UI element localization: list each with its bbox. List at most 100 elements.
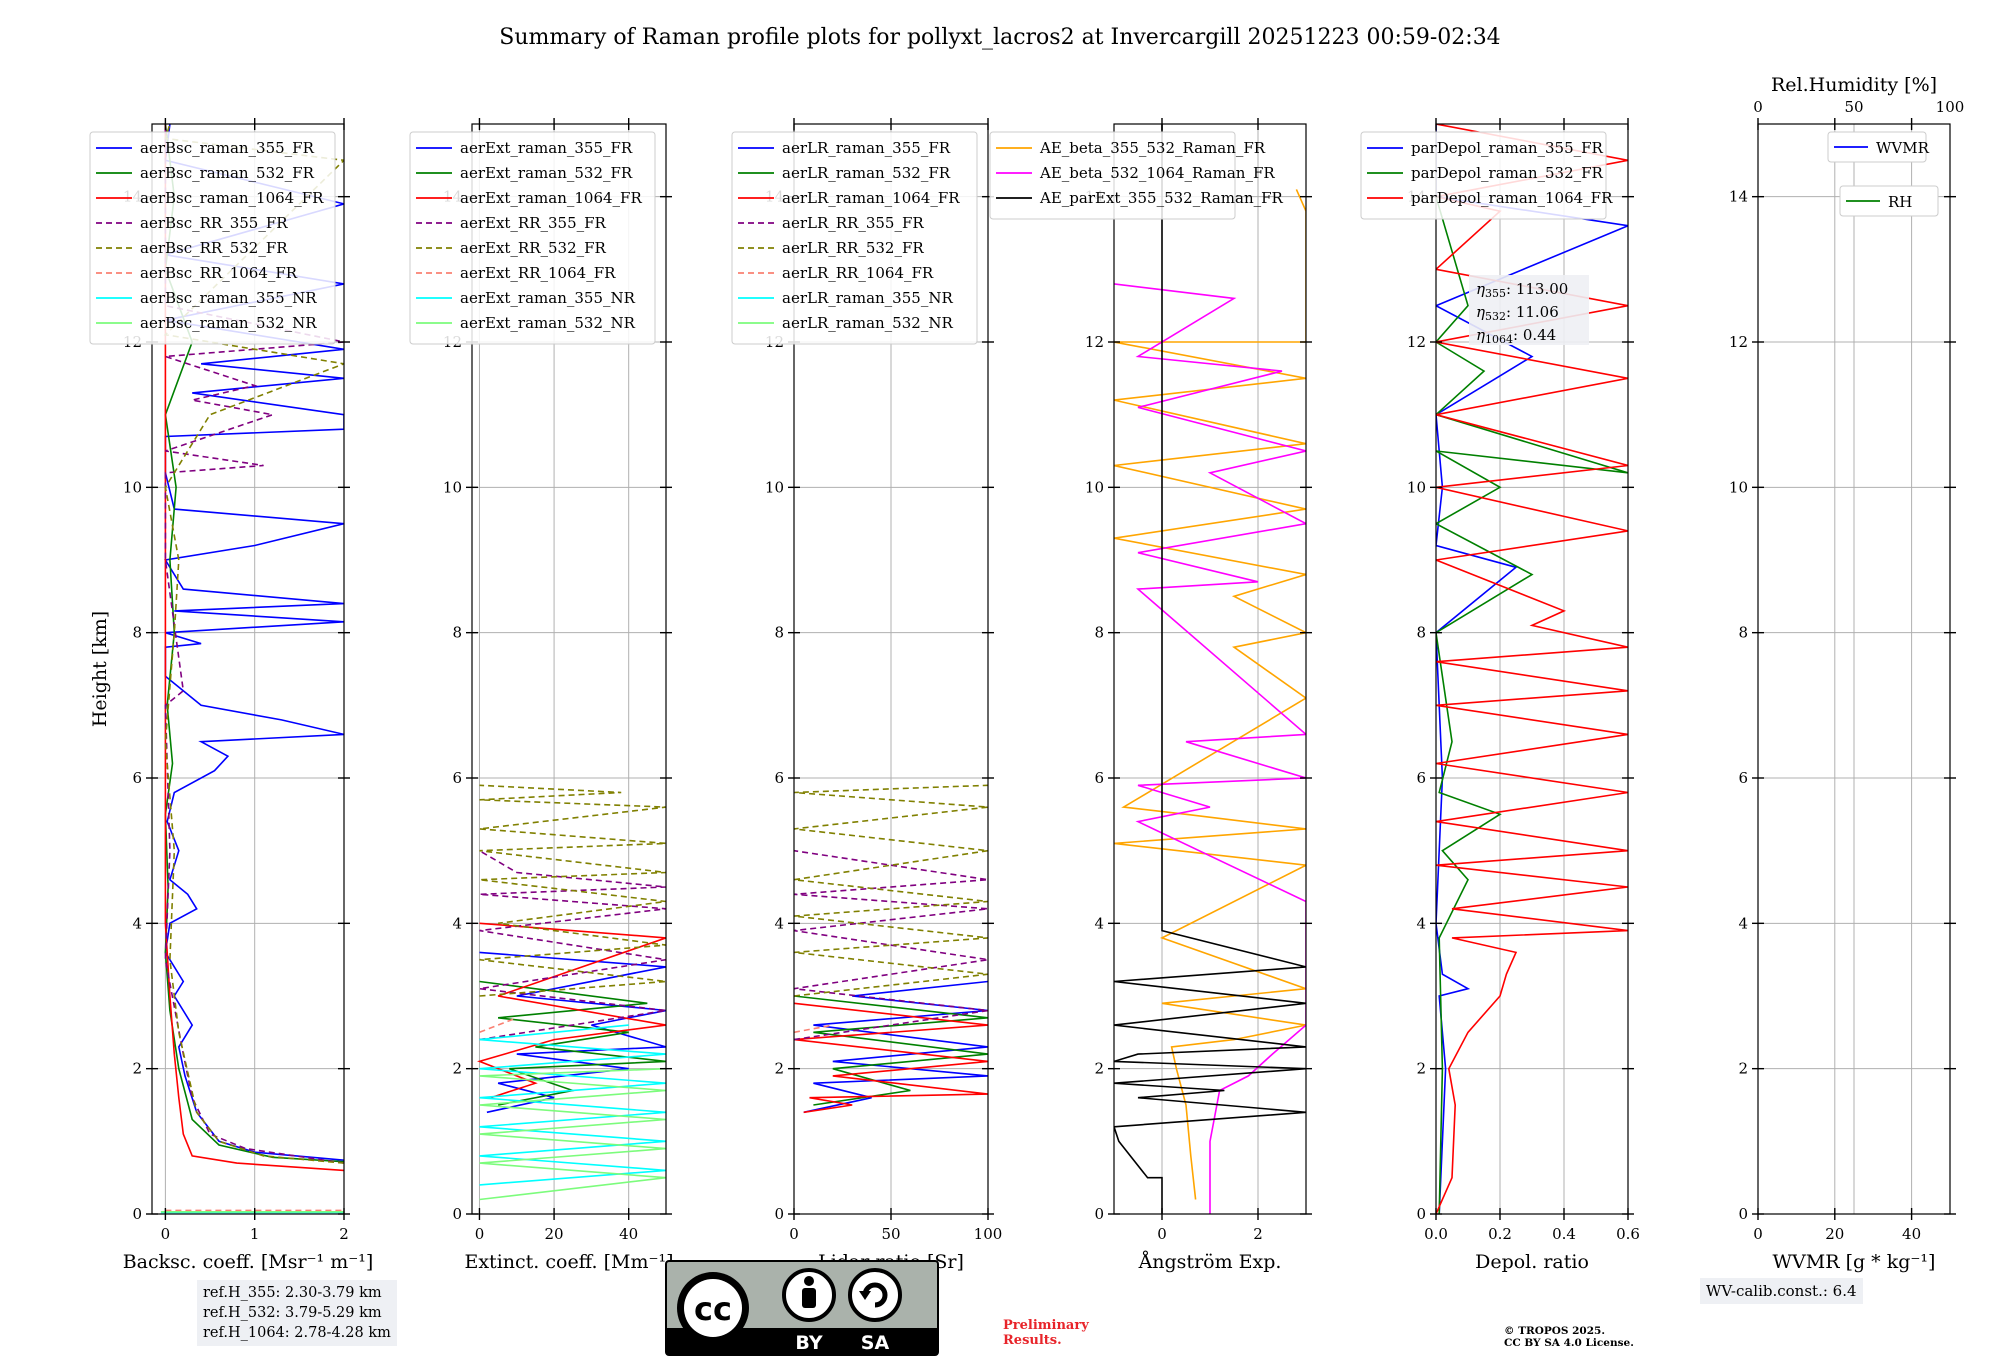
x-tick-label: 100 xyxy=(974,1225,1003,1243)
cc-sa-label: SA xyxy=(861,1332,890,1354)
y-tick-label: 4 xyxy=(774,914,784,932)
x-tick-label: 20 xyxy=(545,1225,564,1243)
y-tick-label: 8 xyxy=(132,624,142,642)
series-aerExt_raman_355_FR xyxy=(479,951,666,1114)
cc-by-sa-badge: cc BY SA xyxy=(665,1260,939,1356)
y-tick-label: 6 xyxy=(452,769,462,787)
x-tick-label: 0.6 xyxy=(1616,1225,1640,1243)
y-tick-label: 8 xyxy=(1738,624,1748,642)
y-tick-label: 0 xyxy=(452,1205,462,1223)
top-x-tick-label: 0 xyxy=(1753,98,1763,116)
series-parDepol_raman_1064_FR xyxy=(1436,124,1628,1214)
legend-label: AE_parExt_355_532_Raman_FR xyxy=(1039,189,1284,207)
series-aerExt_RR_1064_FR xyxy=(479,1017,518,1034)
top-x-label: Rel.Humidity [%] xyxy=(1771,74,1937,96)
series-aerBsc_RR_532_FR xyxy=(163,124,344,1164)
cc-by-label: BY xyxy=(795,1332,822,1354)
eta-1064: η1064: 0.44 xyxy=(1476,326,1556,346)
legend: parDepol_raman_355_FR parDepol_raman_532_… xyxy=(1360,131,1613,220)
legend-label: aerBsc_raman_1064_FR xyxy=(140,189,324,207)
legend-box xyxy=(1360,131,1607,220)
axes-frame xyxy=(471,123,667,1215)
y-tick-label: 10 xyxy=(1085,478,1104,496)
x-axis-label: Depol. ratio xyxy=(1475,1251,1589,1273)
y-tick-label: 6 xyxy=(774,769,784,787)
cc-logo-text: cc xyxy=(694,1290,732,1328)
y-tick-label: 10 xyxy=(1729,478,1748,496)
y-tick-label: 6 xyxy=(1094,769,1104,787)
y-tick-label: 2 xyxy=(1738,1060,1748,1078)
legend-box xyxy=(1839,185,1939,217)
legend: AE_beta_355_532_Raman_FR AE_beta_532_1064… xyxy=(989,131,1284,220)
y-tick-label: 10 xyxy=(443,478,462,496)
y-tick-label: 12 xyxy=(1407,333,1426,351)
series-group xyxy=(1114,124,1306,1214)
y-tick-label: 2 xyxy=(452,1060,462,1078)
y-tick-label: 4 xyxy=(1094,914,1104,932)
x-tick-label: 20 xyxy=(1825,1225,1844,1243)
ref-height-532: ref.H_532: 3.79-5.29 km xyxy=(203,1305,382,1321)
legend-label: parDepol_raman_355_FR xyxy=(1411,139,1604,157)
axes-frame xyxy=(151,123,345,1215)
y-tick-label: 6 xyxy=(1416,769,1426,787)
y-tick-label: 2 xyxy=(132,1060,142,1078)
top-x-tick-label: 50 xyxy=(1844,98,1863,116)
legend-label: aerLR_raman_532_NR xyxy=(782,314,953,332)
y-tick-label: 12 xyxy=(1729,333,1748,351)
legend-label: aerExt_raman_355_FR xyxy=(460,139,633,157)
x-tick-label: 0 xyxy=(475,1225,485,1243)
ref-height-1064: ref.H_1064: 2.78-4.28 km xyxy=(203,1325,391,1341)
y-tick-label: 2 xyxy=(774,1060,784,1078)
x-axis-label: Extinct. coeff. [Mm⁻¹] xyxy=(464,1251,673,1273)
series-parDepol_raman_532_FR xyxy=(1436,196,1628,1214)
legend-label: aerExt_RR_532_FR xyxy=(460,239,607,257)
copyright-line-1: © TROPOS 2025. xyxy=(1504,1325,1606,1337)
panel-wv: 0 2 4 6 8 10 12 14 0 20 40 0 50 100 Rel.Humidity [%] WV… xyxy=(1729,74,1964,1273)
x-tick-label: 0 xyxy=(161,1225,171,1243)
y-tick-label: 6 xyxy=(1738,769,1748,787)
reference-height-box: ref.H_355: 2.30-3.79 km ref.H_532: 3.79-… xyxy=(197,1280,397,1346)
series-aerBsc_RR_355_FR xyxy=(164,124,344,1164)
x-tick-label: 40 xyxy=(619,1225,638,1243)
y-axis-label: Height [km] xyxy=(89,611,111,727)
x-tick-label: 0.0 xyxy=(1424,1225,1448,1243)
legend-label: AE_beta_532_1064_Raman_FR xyxy=(1039,164,1275,182)
by-attribution-icon xyxy=(782,1268,836,1322)
legend-label: aerLR_RR_532_FR xyxy=(782,239,924,257)
x-tick-label: 0 xyxy=(1157,1225,1167,1243)
series-aerLR_RR_1064_FR xyxy=(794,1024,833,1034)
y-tick-label: 0 xyxy=(132,1205,142,1223)
x-tick-label: 40 xyxy=(1902,1225,1921,1243)
series-aerLR_RR_532_FR xyxy=(794,784,988,997)
y-tick-label: 4 xyxy=(1416,914,1426,932)
y-tick-label: 0 xyxy=(774,1205,784,1223)
series-aerExt_RR_355_FR xyxy=(479,850,666,1041)
axes-frame xyxy=(1113,123,1307,1215)
y-tick-label: 4 xyxy=(132,914,142,932)
x-axis-label: WVMR [g * kg⁻¹] xyxy=(1773,1251,1936,1273)
x-tick-label: 2 xyxy=(1253,1225,1263,1243)
y-tick-label: 14 xyxy=(1729,188,1748,206)
legend-box xyxy=(989,131,1236,220)
series-group xyxy=(1436,124,1628,1214)
legend-box xyxy=(1827,131,1927,163)
legend-label: aerLR_RR_355_FR xyxy=(782,214,924,232)
y-tick-label: 10 xyxy=(123,478,142,496)
x-axis-label: Backsc. coeff. [Msr⁻¹ m⁻¹] xyxy=(123,1251,374,1273)
panel-ext: 0246810121402040Extinct. coeff. [Mm⁻¹]ae… xyxy=(409,118,674,1273)
legend-label: parDepol_raman_532_FR xyxy=(1411,164,1604,182)
series-AE_beta_355_532_Raman_FR xyxy=(1114,189,1306,1200)
top-x-tick-label: 100 xyxy=(1936,98,1965,116)
eta-annotation: η355: 113.00 η532: 11.06 η1064: 0.44 xyxy=(1469,275,1589,346)
legend: WVMR RH xyxy=(1827,131,1939,217)
legend-label: aerExt_raman_1064_FR xyxy=(460,189,642,207)
legend: aerExt_raman_355_FR aerExt_raman_532_FRae… xyxy=(409,131,656,345)
axes-frame xyxy=(1435,123,1629,1215)
legend-label: aerExt_RR_1064_FR xyxy=(460,264,616,282)
y-tick-label: 8 xyxy=(452,624,462,642)
y-tick-label: 2 xyxy=(1094,1060,1104,1078)
legend-label: aerExt_raman_355_NR xyxy=(460,289,636,307)
legend-label: aerLR_raman_355_FR xyxy=(782,139,951,157)
legend-box xyxy=(731,131,978,345)
